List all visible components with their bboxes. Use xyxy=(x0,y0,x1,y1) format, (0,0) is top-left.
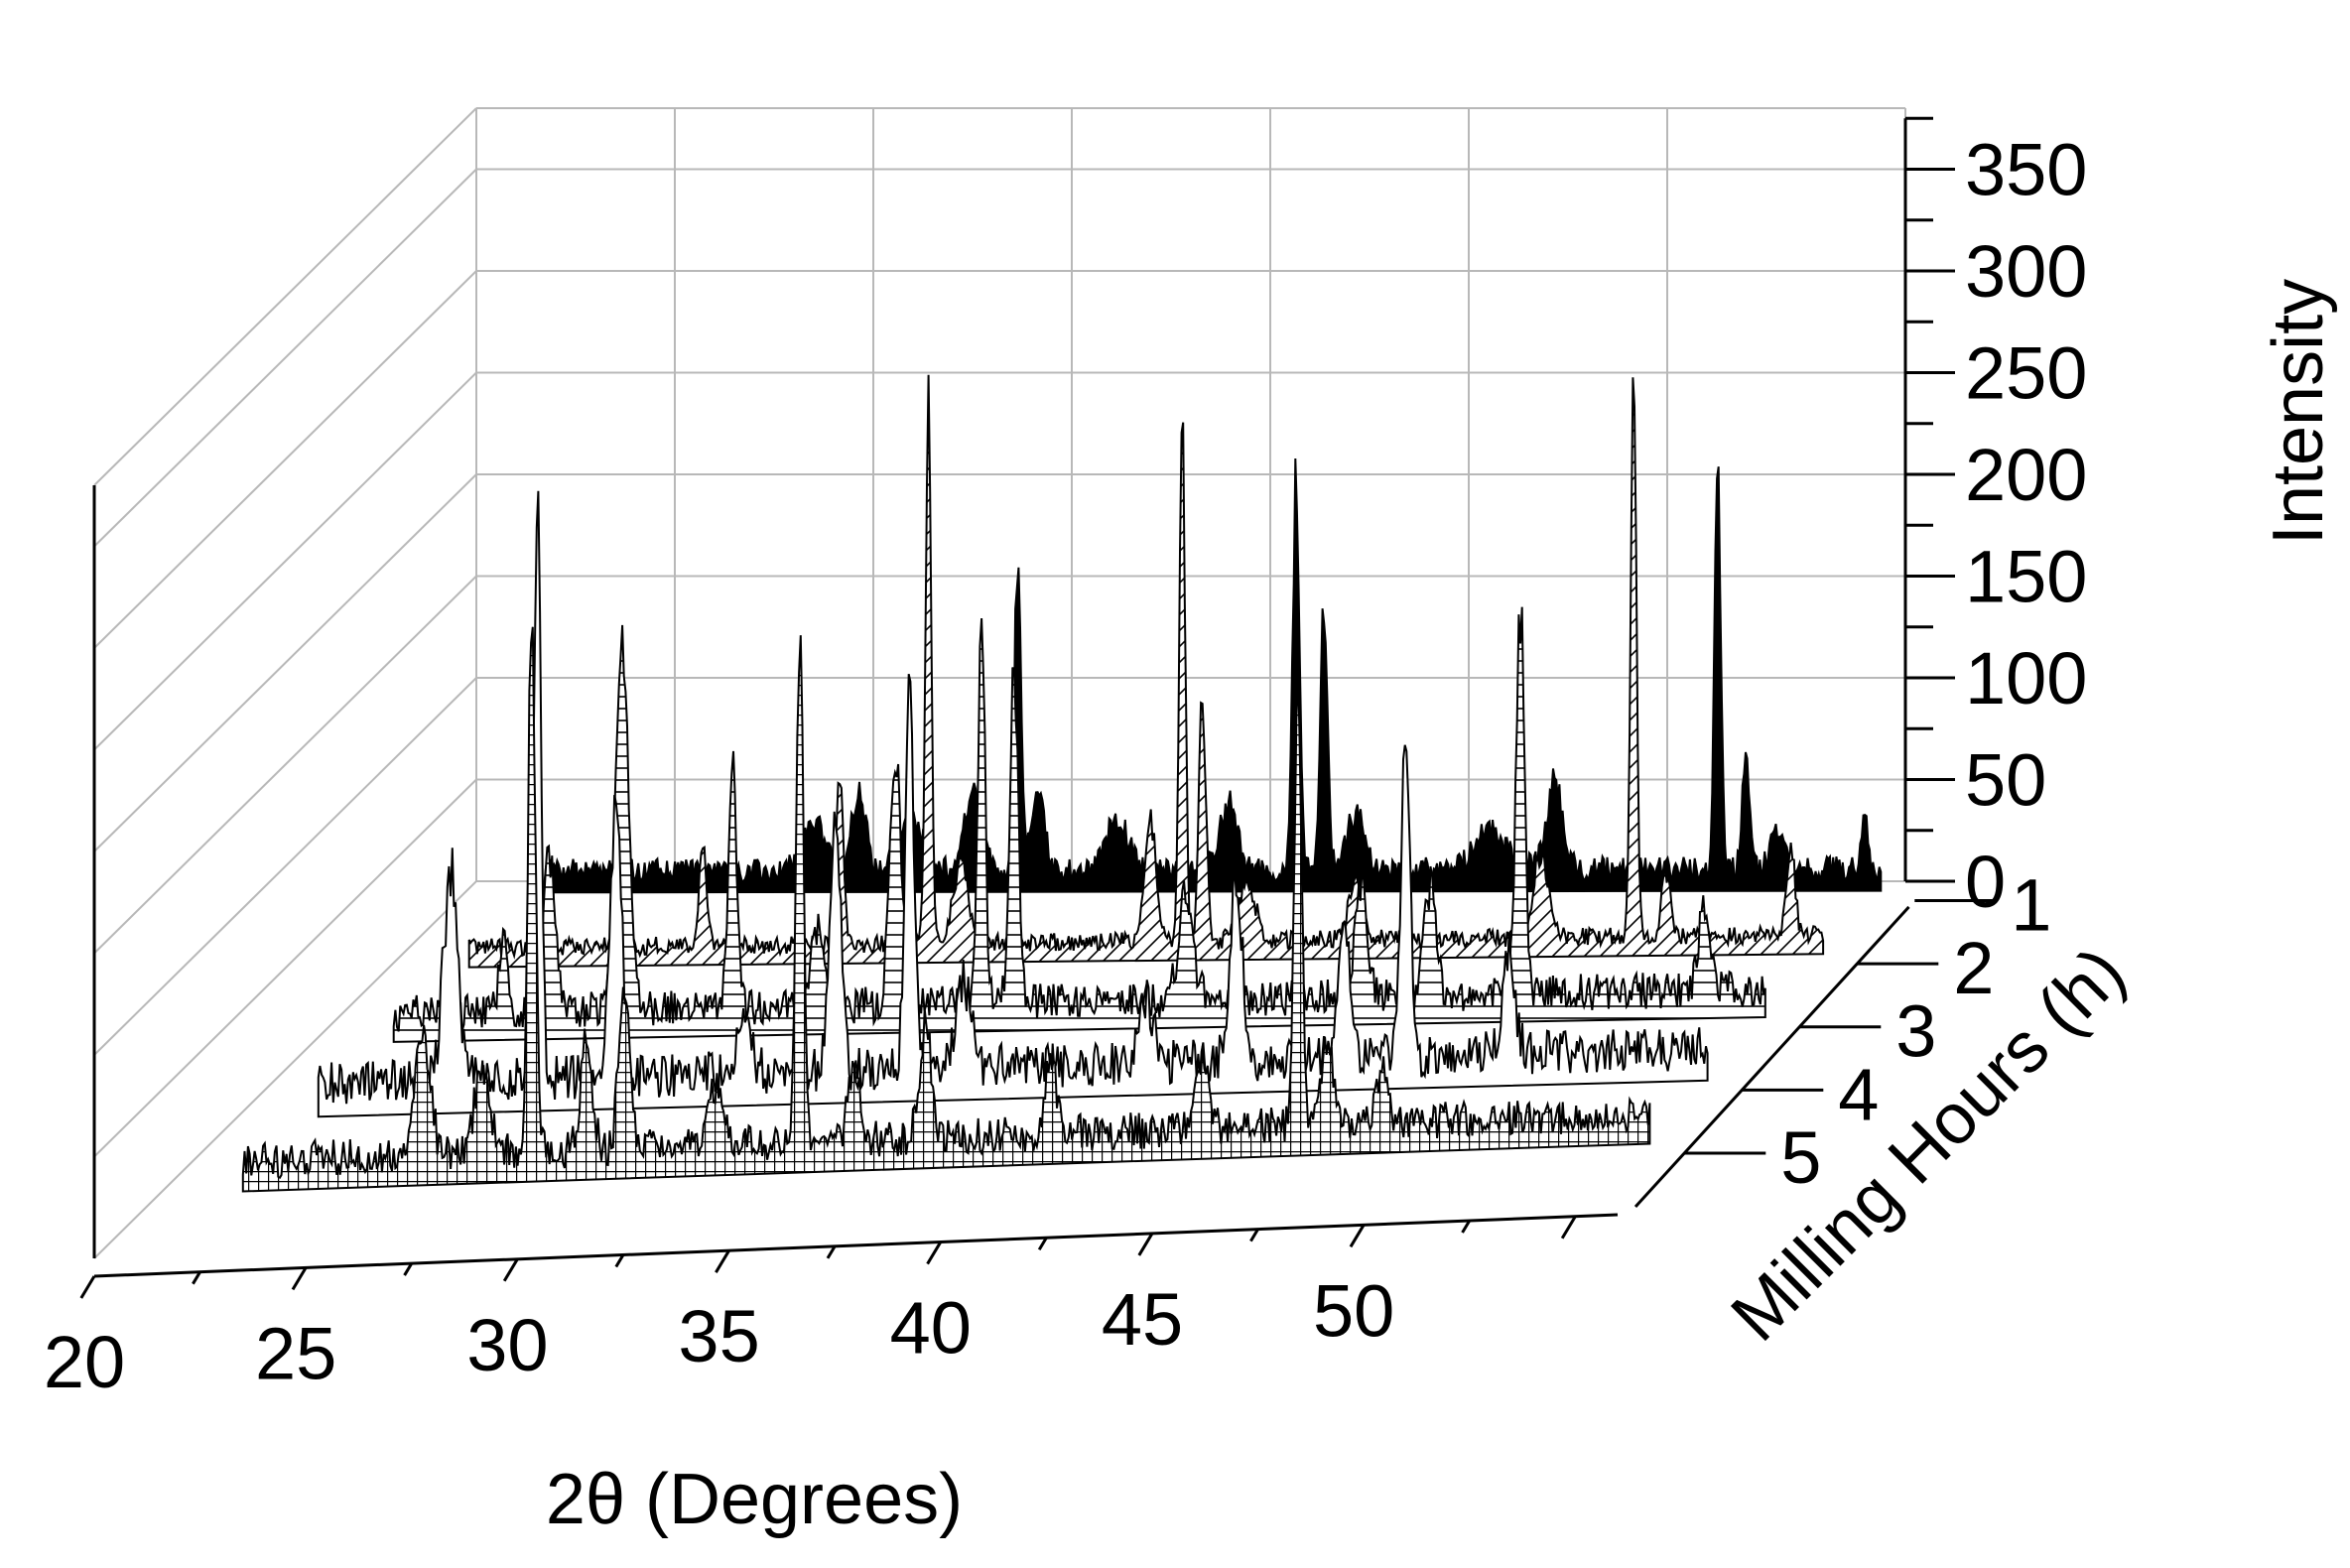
x-tick-label: 25 xyxy=(255,1312,336,1394)
y-tick-label: 3 xyxy=(1895,990,1936,1073)
z-tick-label: 200 xyxy=(1965,434,2087,516)
x-minor-tick xyxy=(1461,1220,1472,1234)
x-major-tick xyxy=(79,1275,96,1299)
x-major-tick xyxy=(502,1258,519,1282)
z-tick-label: 150 xyxy=(1965,536,2087,618)
x-tick-label: 40 xyxy=(890,1287,972,1370)
series-1h-trace xyxy=(543,457,1883,894)
x-major-tick xyxy=(1560,1215,1577,1240)
z-tick-label: 250 xyxy=(1965,332,2087,415)
side-wall-gridline xyxy=(93,677,477,1056)
side-wall-gridline xyxy=(93,880,477,1259)
series-4h-trace xyxy=(317,490,1709,1118)
y-axis-line xyxy=(1633,905,1910,1209)
series-2h-trace xyxy=(467,374,1825,969)
top-side-edge-line xyxy=(93,107,477,486)
chart-gridlines xyxy=(93,108,1906,1259)
x-minor-tick xyxy=(192,1270,201,1285)
x-tick-label: 35 xyxy=(678,1295,759,1377)
x-tick-label: 20 xyxy=(44,1321,125,1403)
x-major-tick xyxy=(715,1249,730,1273)
y-tick-label: 1 xyxy=(2011,864,2051,947)
y-tick-label: 5 xyxy=(1780,1116,1821,1199)
x-minor-tick xyxy=(1037,1237,1048,1251)
side-wall-gridline xyxy=(93,371,477,751)
z-tick-label: 50 xyxy=(1965,739,2046,822)
x-minor-tick xyxy=(826,1245,837,1259)
side-wall-gridline xyxy=(93,473,477,852)
y-tick-label: 2 xyxy=(1953,927,1994,1009)
side-wall-gridline xyxy=(93,270,477,649)
x-major-tick xyxy=(1349,1224,1366,1248)
side-wall-gridline xyxy=(93,575,477,955)
x-major-tick xyxy=(291,1266,308,1291)
x-minor-tick xyxy=(1249,1228,1259,1242)
side-wall-gridline xyxy=(93,168,477,548)
chart-frame xyxy=(92,107,1905,1258)
x-axis-title: 2θ (Degrees) xyxy=(546,1460,963,1539)
y-tick-label: 4 xyxy=(1838,1053,1879,1135)
x-tick-label: 50 xyxy=(1313,1269,1394,1352)
x-minor-tick xyxy=(614,1253,625,1268)
x-tick-label: 30 xyxy=(466,1304,548,1386)
x-minor-tick xyxy=(403,1262,414,1276)
x-axis-line xyxy=(93,1213,1619,1278)
series-3h-trace xyxy=(392,606,1766,1043)
x-major-tick xyxy=(1137,1233,1154,1256)
z-tick-label: 0 xyxy=(1965,841,2006,923)
series-5h-trace xyxy=(241,626,1651,1193)
z-tick-label: 300 xyxy=(1965,230,2087,313)
z-tick-label: 100 xyxy=(1965,637,2087,719)
chart-series xyxy=(241,374,1883,1193)
z-tick-labels: 0 50 100 150 200 250 300 350 xyxy=(1965,129,2087,924)
z-axis-title: Intensity xyxy=(2259,279,2338,545)
side-wall-gridline xyxy=(93,778,477,1158)
x-tick-label: 45 xyxy=(1102,1278,1183,1361)
x-major-tick xyxy=(926,1241,943,1265)
chart-axes xyxy=(79,116,1997,1299)
z-tick-label: 350 xyxy=(1965,129,2087,211)
x-tick-labels: 20 25 30 35 40 45 50 xyxy=(44,1269,1394,1403)
y-tick-labels: 1 2 3 4 5 xyxy=(1780,864,2051,1199)
